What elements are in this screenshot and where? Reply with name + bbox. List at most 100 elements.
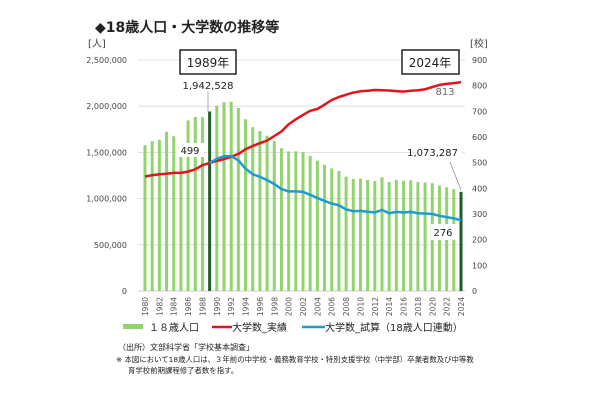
- bar-2017: [409, 180, 413, 291]
- footnote-line-1: ※ 本図において18歳人口は、３年前の中学校・義務教育学校・特別支援学校（中学部…: [116, 355, 474, 364]
- x-tick-label: 1982: [155, 297, 164, 316]
- x-tick-label: 2014: [385, 297, 394, 316]
- x-tick-label: 2024: [457, 297, 466, 316]
- right-tick-label: 600: [472, 133, 487, 142]
- bar-1982: [157, 139, 161, 291]
- legend-label-population: １８歳人口: [149, 322, 199, 334]
- x-tick-label: 2002: [299, 297, 308, 316]
- x-tick-label: 1986: [184, 297, 193, 316]
- bar-1983: [165, 131, 169, 291]
- label-pop-2024-bg: [418, 145, 462, 159]
- left-tick-label: 2,500,000: [86, 56, 127, 65]
- bar-1998: [272, 140, 276, 291]
- bar-2000: [287, 151, 291, 291]
- right-tick-label: 100: [472, 261, 487, 270]
- bar-2014: [387, 181, 391, 291]
- x-tick-label: 1998: [270, 297, 279, 316]
- right-axis-unit: [校]: [470, 37, 488, 50]
- left-tick-label: 2,000,000: [86, 102, 127, 111]
- x-tick-label: 2006: [328, 297, 337, 316]
- bar-2019: [423, 182, 427, 291]
- bar-1985: [179, 147, 183, 291]
- bar-1995: [251, 127, 255, 291]
- bar-2006: [330, 168, 334, 291]
- right-tick-label: 700: [472, 107, 487, 116]
- bar-1991: [222, 102, 226, 291]
- left-tick-label: 500,000: [94, 241, 127, 250]
- bar-1988: [200, 117, 204, 291]
- bar-1986: [186, 120, 190, 292]
- x-tick-label: 1988: [198, 297, 207, 316]
- year-box-2024: [401, 49, 460, 75]
- label-sim-2024: 276: [433, 228, 452, 239]
- bar-2002: [301, 152, 305, 291]
- label-pop-1989: 1,942,528: [183, 81, 234, 92]
- bar-2008: [344, 176, 348, 291]
- x-tick-label: 2020: [428, 297, 437, 316]
- bar-1994: [244, 119, 248, 292]
- bar-2012: [373, 180, 377, 291]
- left-axis-unit: [人]: [88, 38, 106, 50]
- x-tick-label: 2010: [356, 297, 365, 316]
- bar-2009: [351, 179, 355, 291]
- bar-1990: [215, 105, 219, 291]
- bar-1993: [236, 107, 240, 291]
- x-tick-label: 1996: [256, 297, 265, 316]
- leader-line-2024: [449, 161, 462, 191]
- x-tick-label: 1984: [170, 297, 179, 316]
- x-tick-label: 2000: [285, 297, 294, 316]
- label-pop-2024: 1,073,287: [407, 148, 458, 159]
- left-tick-label: 0: [122, 287, 127, 296]
- bar-1984: [172, 136, 176, 291]
- year-box-1989: [179, 49, 237, 75]
- x-tick-label: 1994: [242, 297, 251, 316]
- x-tick-label: 2016: [400, 297, 409, 316]
- label-univ-1989: 499: [180, 146, 199, 157]
- x-tick-label: 2008: [342, 297, 351, 316]
- bar-2001: [294, 151, 298, 291]
- right-tick-label: 400: [472, 184, 487, 193]
- bar-1980: [143, 145, 147, 291]
- bar-2023: [452, 189, 456, 291]
- bar-1997: [265, 135, 269, 291]
- x-tick-label: 1980: [141, 297, 150, 316]
- bar-2013: [380, 177, 384, 291]
- x-tick-label: 2004: [313, 297, 322, 316]
- line-univ-simulated: [208, 154, 462, 222]
- label-sim-2024-bg: [431, 224, 456, 240]
- footnote-line-2: 育学校前期課程修了者数を指す。: [128, 366, 238, 375]
- right-tick-label: 800: [472, 82, 487, 91]
- bar-2005: [323, 164, 327, 291]
- bar-2010: [358, 178, 362, 291]
- right-tick-label: 0: [472, 287, 477, 296]
- year-box-1989-label: 1989年: [187, 56, 230, 70]
- bar-2007: [337, 170, 341, 291]
- legend-label-simulated: 大学数_試算（18歳人口連動）: [325, 321, 463, 334]
- bar-2003: [308, 155, 312, 291]
- bar-1992: [229, 101, 233, 292]
- bar-2011: [366, 179, 370, 291]
- bar-2016: [402, 180, 406, 291]
- legend-swatch-population: [123, 324, 143, 329]
- bar-1987: [193, 117, 197, 291]
- x-tick-label: 2022: [443, 297, 452, 316]
- right-tick-label: 200: [472, 236, 487, 245]
- bar-1981: [150, 141, 154, 291]
- source-note: （出所）文部科学省「学校基本調査」: [118, 342, 254, 352]
- x-tick-label: 2018: [414, 297, 423, 316]
- bar-2024: [459, 191, 463, 291]
- right-tick-label: 900: [472, 56, 487, 65]
- label-univ-1989-bg: [176, 143, 204, 157]
- right-tick-label: 500: [472, 159, 487, 168]
- left-tick-label: 1,000,000: [86, 195, 127, 204]
- x-tick-label: 1990: [213, 297, 222, 316]
- x-tick-label: 2012: [371, 297, 380, 316]
- bar-2015: [394, 180, 398, 291]
- legend: １８歳人口 大学数_実績 大学数_試算（18歳人口連動）: [123, 321, 463, 334]
- legend-label-actual: 大学数_実績: [232, 321, 287, 334]
- label-univ-2024: 813: [435, 87, 454, 98]
- x-tick-label: 1992: [227, 297, 236, 316]
- bar-2018: [416, 181, 420, 291]
- bar-1996: [258, 130, 262, 291]
